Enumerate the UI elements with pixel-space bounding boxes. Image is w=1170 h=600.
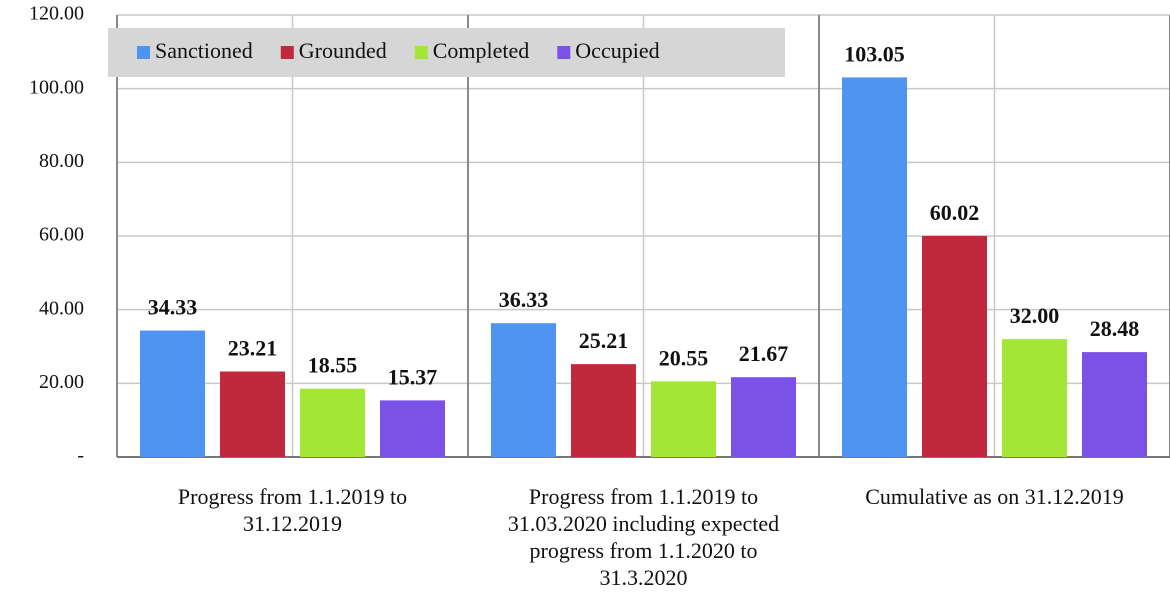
legend-swatch <box>137 46 150 59</box>
bar <box>380 400 445 457</box>
data-label: 18.55 <box>308 353 358 378</box>
bar <box>922 235 987 457</box>
bar <box>842 77 907 458</box>
legend-swatch <box>557 46 571 59</box>
legend-label: Occupied <box>575 38 659 63</box>
data-label: 36.33 <box>499 287 549 312</box>
x-tick-label: Progress from 1.1.2019 to 31.03.2020 inc… <box>507 484 780 590</box>
bar <box>651 381 716 457</box>
data-label: 15.37 <box>388 364 438 389</box>
x-tick-label: Progress from 1.1.2019 to 31.12.2019 <box>177 484 408 536</box>
legend-swatch <box>414 46 428 59</box>
data-label: 21.67 <box>739 341 789 366</box>
legend-label: Grounded <box>299 38 387 63</box>
legend-box <box>108 28 785 77</box>
bar <box>1002 339 1067 457</box>
data-label: 23.21 <box>228 336 278 361</box>
legend-swatch <box>280 46 294 59</box>
legend-label: Completed <box>433 38 530 63</box>
y-tick-label: 60.00 <box>39 224 84 246</box>
y-tick-label: 40.00 <box>39 297 84 319</box>
bar <box>571 364 636 457</box>
legend-label: Sanctioned <box>155 38 253 63</box>
bar <box>220 371 285 457</box>
data-label: 25.21 <box>579 328 629 353</box>
y-tick-label: 20.00 <box>39 371 84 393</box>
y-tick-label: 80.00 <box>39 150 84 172</box>
bar <box>731 377 796 457</box>
data-label: 34.33 <box>148 295 198 320</box>
data-label: 28.48 <box>1090 316 1140 341</box>
y-tick-label: 120.00 <box>29 3 84 25</box>
bar <box>140 330 205 457</box>
data-label: 32.00 <box>1010 303 1060 328</box>
data-label: 60.02 <box>930 200 980 225</box>
legend: Sanctioned Grounded Completed Occupied <box>108 28 785 77</box>
y-tick-label: 100.00 <box>29 76 84 98</box>
x-tick-label: Cumulative as on 31.12.2019 <box>865 484 1124 509</box>
bar <box>1082 352 1147 457</box>
bar <box>491 323 556 457</box>
bar <box>300 388 365 457</box>
data-label: 20.55 <box>659 345 709 370</box>
y-tick-label: - <box>77 445 84 467</box>
data-label: 103.05 <box>844 41 905 66</box>
